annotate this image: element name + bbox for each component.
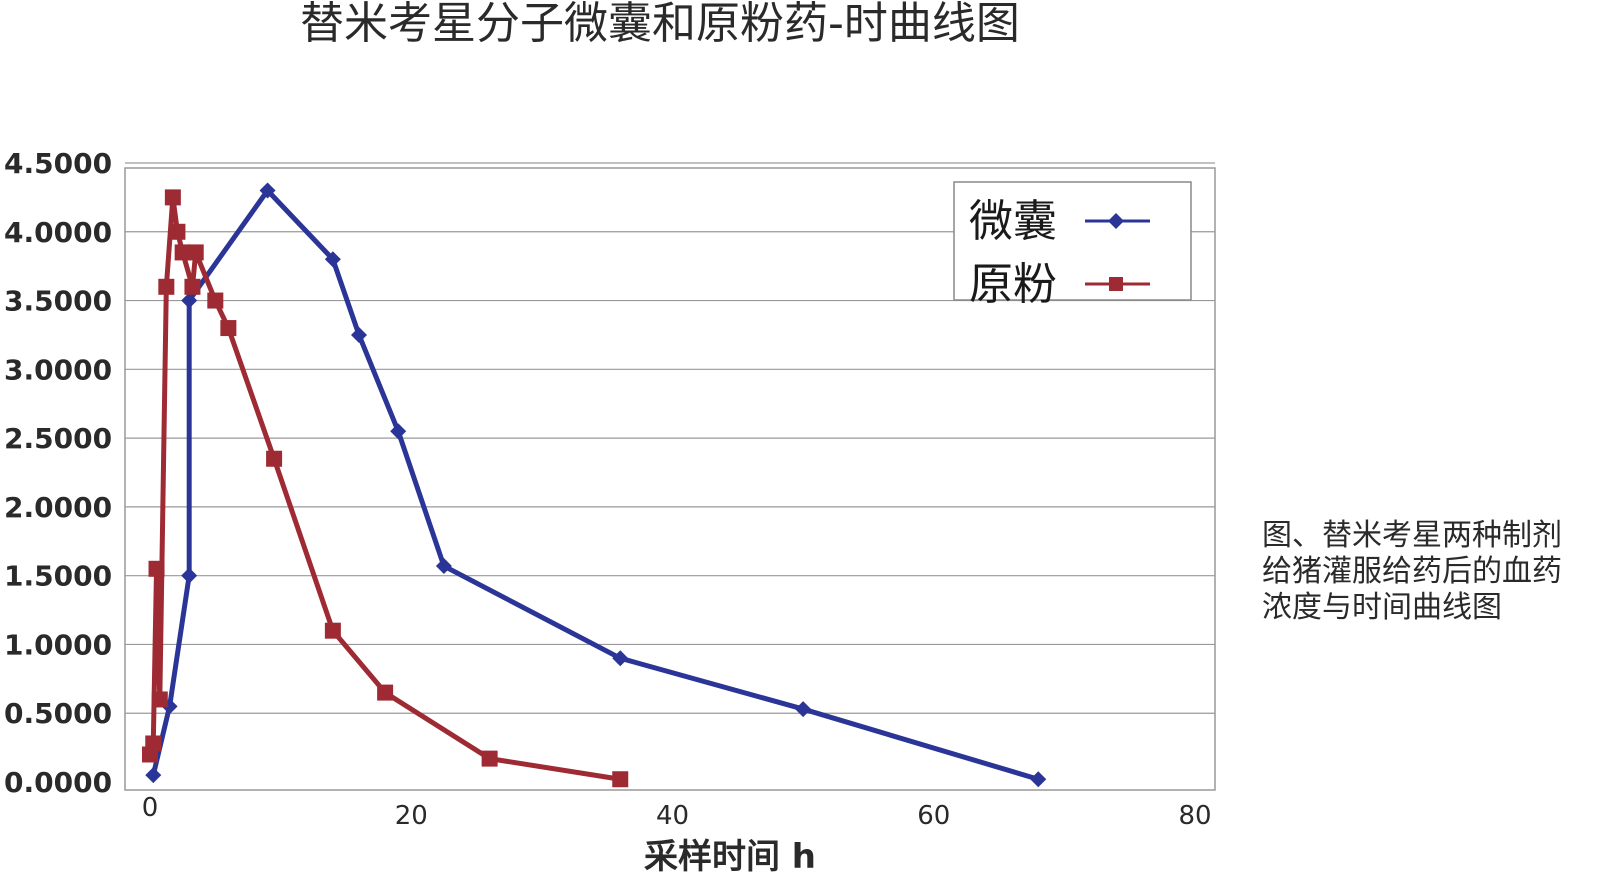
data-point (351, 326, 367, 343)
data-point (187, 244, 204, 261)
data-point (148, 560, 165, 577)
y-tick-label: 3.5000 (4, 285, 112, 318)
data-point (377, 684, 394, 701)
legend-marker (1109, 277, 1123, 291)
data-point (324, 622, 341, 639)
data-point (1030, 771, 1047, 788)
x-axis-ticks: 0 20 40 60 80 (142, 793, 1212, 831)
gridlines (125, 162, 1215, 714)
data-point (151, 691, 168, 708)
plot-area (124, 167, 1216, 791)
y-tick-label: 4.0000 (4, 216, 112, 249)
y-tick-label: 0.0000 (4, 766, 112, 799)
data-point (174, 244, 191, 261)
series-line-1 (150, 188, 1039, 782)
y-tick-label: 0.5000 (4, 697, 112, 730)
caption-line-1: 图、替米考星两种制剂 (1262, 518, 1562, 553)
data-point (158, 278, 175, 295)
data-point (795, 701, 812, 718)
data-point (612, 650, 629, 667)
figure-caption: 图、替米考星两种制剂 给猪灌服给药后的血药 浓度与时间曲线图 (1262, 518, 1600, 626)
y-tick-label: 1.0000 (4, 628, 112, 661)
caption-line-2: 给猪灌服给药后的血药 (1262, 554, 1562, 589)
y-tick-label: 3.0000 (4, 353, 112, 386)
x-axis-label: 采样时间 h (644, 837, 816, 877)
x-tick-label: 60 (917, 801, 950, 831)
legend-label: 原粉 (969, 259, 1057, 310)
x-tick-label: 0 (142, 793, 159, 823)
y-tick-label: 2.0000 (4, 491, 112, 524)
x-tick-label: 20 (395, 801, 428, 831)
series-layer (142, 182, 1047, 788)
chart-title: 替米考星分子微囊和原粉药-时曲线图 (300, 0, 1020, 49)
caption-line-3: 浓度与时间曲线图 (1262, 590, 1502, 625)
data-point (184, 278, 201, 295)
y-tick-label: 2.5000 (4, 422, 112, 455)
data-point (164, 189, 181, 206)
data-point (324, 251, 341, 268)
y-tick-label: 1.5000 (4, 560, 112, 593)
y-axis-ticks: 0.0000 0.5000 1.0000 1.5000 2.0000 2.5000 3.00… (4, 147, 112, 799)
legend-marker (1108, 213, 1124, 229)
data-point (612, 771, 629, 788)
series-2 (142, 189, 629, 788)
x-tick-label: 80 (1178, 801, 1211, 831)
data-point (145, 735, 162, 752)
y-tick-label: 4.5000 (4, 147, 112, 180)
data-point (169, 223, 186, 240)
x-tick-label: 40 (656, 801, 689, 831)
data-point (390, 423, 407, 440)
data-point (181, 567, 198, 584)
data-point (481, 750, 498, 767)
data-point (220, 320, 237, 337)
data-point (207, 292, 224, 309)
data-point (145, 767, 162, 784)
data-point (181, 292, 198, 309)
legend-box (953, 181, 1192, 301)
data-point (435, 558, 452, 575)
legend-label: 微囊 (969, 196, 1057, 247)
data-point (259, 182, 276, 199)
data-point (266, 450, 283, 467)
